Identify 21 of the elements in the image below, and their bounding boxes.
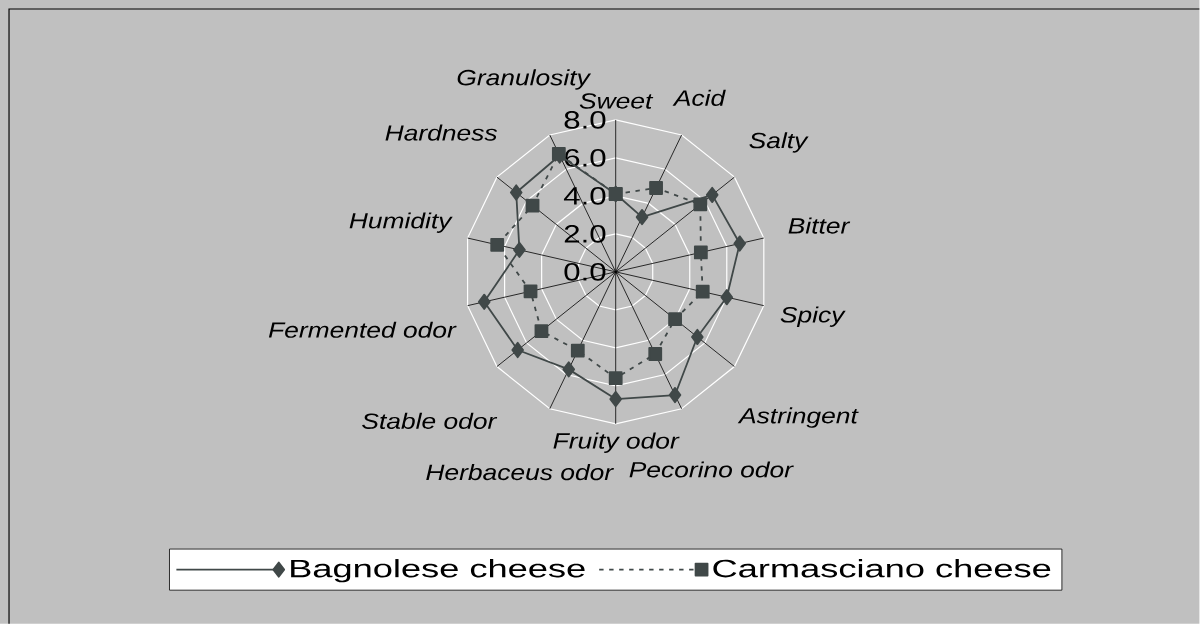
spoke-label: Fermented odor (268, 321, 457, 338)
spoke-label: Fruity odor (553, 432, 680, 453)
spoke-label: Bitter (788, 217, 851, 234)
legend-label: Carmasciano cheese (713, 558, 1051, 578)
spoke-label: Spicy (780, 306, 846, 327)
spoke-label: Herbaceus odor (426, 463, 614, 481)
y-tick-label: 4.0 (563, 186, 606, 205)
y-tick-label: 6.0 (564, 148, 606, 167)
y-tick-label: 8.0 (564, 110, 606, 129)
spoke-label: Stable odor (362, 412, 498, 429)
spoke-label: Pecorino odor (629, 461, 794, 478)
spoke-label: Astringent (737, 407, 859, 428)
y-tick-label: 2.0 (564, 224, 606, 243)
spoke-label: Granulosity (457, 69, 592, 90)
legend-label: Bagnolese cheese (291, 558, 585, 583)
spoke-label: Acid (672, 89, 726, 106)
spoke-label: Sweet (579, 93, 654, 109)
spoke-label: Hardness (385, 124, 498, 141)
spoke-label: Humidity (349, 212, 453, 233)
y-tick-label: 0.0 (564, 262, 606, 281)
spoke-label: Salty (749, 132, 809, 153)
